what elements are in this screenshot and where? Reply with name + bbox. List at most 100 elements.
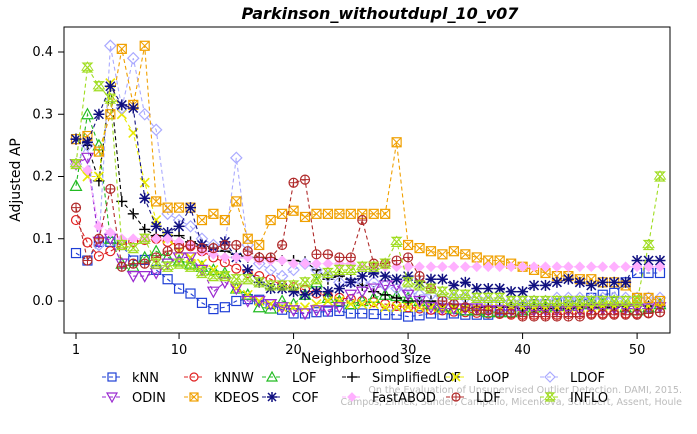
data-point <box>451 392 461 402</box>
data-point <box>586 309 597 320</box>
data-point <box>70 214 82 226</box>
data-point <box>322 208 334 219</box>
data-point <box>183 252 198 265</box>
data-point <box>527 294 541 308</box>
data-point <box>482 261 494 273</box>
data-point <box>551 311 563 322</box>
data-point <box>504 294 518 308</box>
data-point <box>70 247 82 259</box>
legend-item-knn: kNN <box>102 371 159 386</box>
data-point <box>139 40 150 51</box>
data-point <box>172 253 186 266</box>
legend-label: KDEOS <box>214 391 259 406</box>
series-line <box>75 156 661 314</box>
data-point <box>310 272 323 285</box>
data-point <box>265 370 279 382</box>
data-point <box>597 261 609 273</box>
data-point <box>139 192 151 204</box>
data-point <box>161 260 174 272</box>
data-point <box>494 308 505 319</box>
data-point <box>173 202 185 213</box>
data-point <box>414 310 425 321</box>
data-point <box>104 39 117 53</box>
data-point <box>471 261 483 273</box>
data-point <box>162 274 173 285</box>
data-point <box>539 279 551 291</box>
data-point <box>516 294 529 308</box>
data-point <box>563 311 574 322</box>
legend-item-kdeos: KDEOS <box>184 391 259 406</box>
data-point <box>437 249 448 260</box>
data-point <box>332 294 346 307</box>
watermark-line-1: Campos, Zimek, Sander, Campello, Micenko… <box>341 397 683 408</box>
data-point <box>654 255 666 267</box>
data-point <box>413 279 426 291</box>
data-point <box>596 294 610 307</box>
data-point <box>380 208 391 219</box>
data-point <box>493 305 507 318</box>
data-point <box>459 276 471 288</box>
data-point <box>104 92 117 104</box>
data-point <box>608 261 620 273</box>
data-point <box>368 299 379 310</box>
plot-area <box>63 26 671 334</box>
data-point <box>93 171 104 182</box>
data-point <box>275 279 289 291</box>
data-point <box>470 303 484 316</box>
y-axis: 0.0 0.1 0.2 0.3 0.4 <box>32 45 65 309</box>
data-point <box>116 99 128 111</box>
data-point <box>287 279 300 291</box>
data-point <box>219 214 230 226</box>
data-point <box>528 311 540 322</box>
data-point <box>127 102 139 114</box>
data-point <box>424 282 438 294</box>
data-point <box>151 196 162 207</box>
data-point <box>584 294 598 307</box>
data-point <box>506 308 517 319</box>
data-point <box>334 208 345 219</box>
data-point <box>219 302 230 313</box>
data-point <box>196 214 208 226</box>
y-tick-label: 0.3 <box>32 107 53 122</box>
data-point <box>642 238 655 251</box>
data-point <box>630 294 644 307</box>
data-point <box>254 239 265 251</box>
data-point <box>195 266 209 279</box>
data-point <box>231 295 242 307</box>
data-point <box>481 291 495 303</box>
data-point <box>562 273 574 285</box>
data-point <box>654 307 666 318</box>
data-point <box>357 308 368 319</box>
legend-label: LOF <box>292 371 317 386</box>
data-point <box>619 294 632 307</box>
data-point <box>391 273 403 285</box>
data-point <box>367 291 381 303</box>
data-point <box>252 276 266 288</box>
data-point <box>241 288 255 300</box>
data-point <box>414 261 425 273</box>
data-point <box>391 255 402 266</box>
data-point <box>288 177 299 188</box>
data-point <box>380 302 391 313</box>
data-point <box>448 246 459 257</box>
data-point <box>207 269 220 282</box>
data-point <box>93 251 105 262</box>
data-point <box>196 297 208 308</box>
data-point <box>563 261 574 273</box>
data-point <box>425 302 437 313</box>
data-point <box>585 261 597 273</box>
data-point <box>298 276 312 288</box>
data-point <box>264 299 278 311</box>
data-point <box>332 302 346 314</box>
series-line <box>75 219 661 316</box>
data-point <box>138 107 152 121</box>
data-point <box>81 136 93 148</box>
data-point <box>391 302 402 313</box>
y-tick-label: 0.4 <box>32 45 53 60</box>
series-layer <box>69 39 667 322</box>
data-point <box>82 164 93 176</box>
series-fastabod <box>70 158 666 273</box>
data-point <box>126 51 140 65</box>
data-point <box>597 309 608 320</box>
data-point <box>367 283 381 296</box>
